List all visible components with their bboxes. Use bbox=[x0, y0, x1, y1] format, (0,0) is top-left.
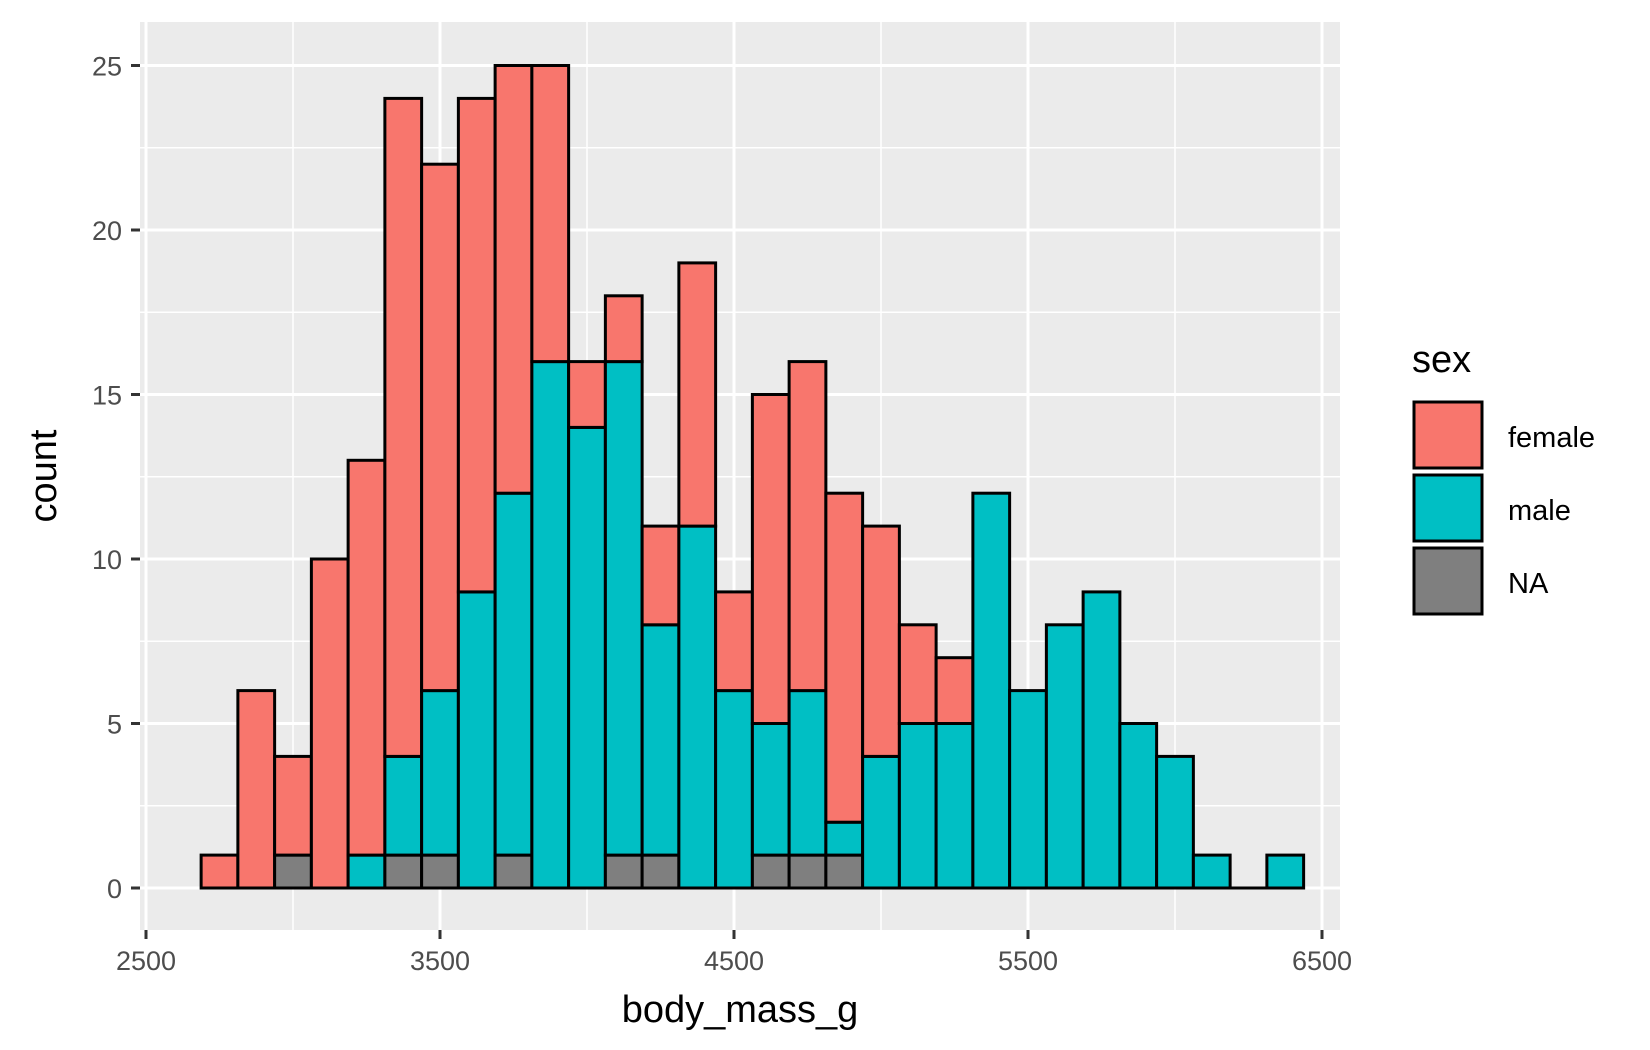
x-axis-title: body_mass_g bbox=[622, 989, 859, 1031]
x-tick-label: 5500 bbox=[998, 946, 1058, 976]
bar-male-6 bbox=[420, 689, 460, 857]
bar-na-16 bbox=[787, 853, 828, 890]
bar-female-12 bbox=[640, 524, 681, 627]
x-tick-label: 4500 bbox=[704, 946, 764, 976]
bar-female-16 bbox=[787, 360, 828, 693]
bar-male-8 bbox=[493, 491, 534, 857]
bar-male-20 bbox=[934, 722, 975, 890]
y-axis: 0 5 10 15 20 25 bbox=[92, 52, 140, 904]
bar-female-18 bbox=[861, 524, 901, 758]
bar-male-23 bbox=[1044, 623, 1085, 890]
bar-female-13 bbox=[677, 261, 718, 528]
y-tick-label: 25 bbox=[92, 52, 122, 82]
bar-female-14 bbox=[714, 590, 754, 693]
bar-female-0 bbox=[199, 853, 240, 890]
bar-female-19 bbox=[897, 623, 938, 725]
bar-female-1 bbox=[236, 689, 277, 890]
bar-female-10 bbox=[567, 360, 607, 429]
bar-female-8 bbox=[493, 64, 534, 495]
y-tick-label: 20 bbox=[92, 216, 122, 246]
y-tick-label: 15 bbox=[92, 381, 122, 411]
bar-na-8 bbox=[493, 853, 534, 890]
legend-label-na: NA bbox=[1508, 568, 1549, 600]
bar-male-9 bbox=[530, 360, 571, 890]
legend-key-na bbox=[1412, 546, 1484, 616]
bar-male-12 bbox=[640, 623, 681, 857]
bar-female-2 bbox=[273, 754, 313, 857]
bar-na-11 bbox=[603, 853, 644, 890]
bar-na-6 bbox=[420, 853, 460, 890]
bars bbox=[199, 64, 1306, 890]
legend-title: sex bbox=[1412, 339, 1471, 381]
y-tick-label: 10 bbox=[92, 545, 122, 575]
bar-male-19 bbox=[897, 722, 938, 890]
bar-female-4 bbox=[346, 458, 387, 857]
y-axis-title: count bbox=[23, 429, 65, 522]
x-tick-label: 3500 bbox=[410, 946, 470, 976]
bar-na-15 bbox=[750, 853, 791, 890]
bar-male-17 bbox=[824, 820, 865, 857]
bar-female-6 bbox=[420, 162, 460, 693]
bar-male-13 bbox=[677, 524, 718, 890]
bar-male-5 bbox=[383, 754, 424, 857]
bar-female-5 bbox=[383, 96, 424, 758]
legend-label-male: male bbox=[1508, 495, 1571, 527]
bar-female-17 bbox=[824, 491, 865, 824]
bar-male-26 bbox=[1155, 754, 1195, 890]
bar-male-4 bbox=[346, 853, 387, 890]
bar-female-3 bbox=[309, 557, 350, 890]
y-tick-label: 5 bbox=[107, 710, 122, 740]
legend-label-female: female bbox=[1508, 422, 1595, 454]
bar-female-7 bbox=[456, 96, 497, 594]
bar-male-15 bbox=[750, 722, 791, 857]
bar-female-9 bbox=[530, 64, 571, 364]
legend: sex female male NA bbox=[1412, 339, 1595, 616]
bar-male-11 bbox=[603, 360, 644, 857]
legend-key-female bbox=[1412, 400, 1484, 470]
x-tick-label: 2500 bbox=[116, 946, 176, 976]
bar-na-5 bbox=[383, 853, 424, 890]
bar-female-15 bbox=[750, 393, 791, 725]
bar-female-20 bbox=[934, 656, 975, 726]
bar-male-14 bbox=[714, 689, 754, 890]
bar-male-18 bbox=[861, 754, 901, 890]
bar-male-24 bbox=[1081, 590, 1122, 890]
bar-male-21 bbox=[971, 491, 1012, 890]
x-tick-label: 6500 bbox=[1292, 946, 1352, 976]
bar-na-17 bbox=[824, 853, 865, 890]
bar-male-22 bbox=[1008, 689, 1048, 890]
bar-female-11 bbox=[603, 294, 644, 364]
bar-male-7 bbox=[456, 590, 497, 890]
bar-male-10 bbox=[567, 425, 607, 890]
bar-male-16 bbox=[787, 689, 828, 857]
bar-male-25 bbox=[1118, 722, 1159, 890]
legend-key-male bbox=[1412, 473, 1484, 543]
bar-male-29 bbox=[1265, 853, 1306, 890]
bar-na-12 bbox=[640, 853, 681, 890]
bar-na-2 bbox=[273, 853, 313, 890]
y-tick-label: 0 bbox=[107, 874, 122, 904]
bar-male-27 bbox=[1191, 853, 1232, 890]
x-axis: 2500 3500 4500 5500 6500 bbox=[116, 930, 1352, 976]
